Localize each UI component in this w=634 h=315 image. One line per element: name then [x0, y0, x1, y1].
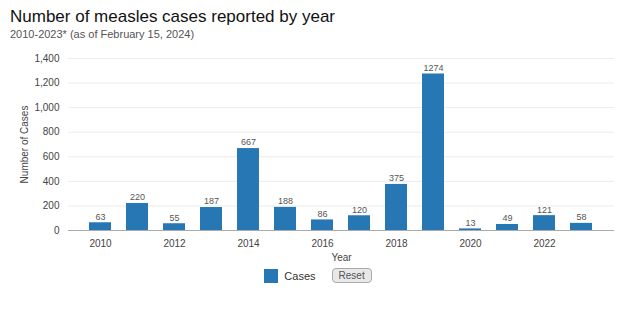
svg-text:2020: 2020 [459, 238, 482, 249]
svg-text:2010: 2010 [89, 238, 112, 249]
svg-text:55: 55 [169, 213, 179, 223]
svg-text:200: 200 [43, 200, 60, 211]
svg-text:2018: 2018 [385, 238, 408, 249]
svg-text:63: 63 [95, 212, 105, 222]
svg-text:58: 58 [576, 212, 586, 222]
svg-text:13: 13 [465, 218, 475, 228]
svg-text:0: 0 [54, 225, 60, 236]
svg-text:1,400: 1,400 [34, 53, 59, 64]
svg-text:2022: 2022 [533, 238, 556, 249]
svg-text:1,000: 1,000 [34, 102, 59, 113]
svg-text:2016: 2016 [311, 238, 334, 249]
svg-text:Number of Cases: Number of Cases [19, 106, 30, 184]
svg-text:120: 120 [352, 205, 367, 215]
svg-text:400: 400 [43, 176, 60, 187]
svg-text:Year: Year [331, 252, 352, 263]
html-text:2010-2023* (as of February 15,: 2010-2023* (as of February 15, 2024) [10, 28, 195, 40]
svg-text:800: 800 [43, 126, 60, 137]
html-text:Number of measles cases report: Number of measles cases reported by year [10, 7, 335, 26]
svg-text:1,200: 1,200 [34, 77, 59, 88]
svg-text:220: 220 [130, 192, 145, 202]
svg-text:600: 600 [43, 151, 60, 162]
svg-text:187: 187 [204, 196, 219, 206]
svg-text:188: 188 [278, 196, 293, 206]
svg-text:121: 121 [537, 205, 552, 215]
svg-text:2012: 2012 [163, 238, 186, 249]
svg-text:49: 49 [502, 213, 512, 223]
svg-text:2014: 2014 [237, 238, 260, 249]
svg-text:1274: 1274 [423, 63, 443, 73]
html-text:Cases: Cases [284, 269, 316, 282]
svg-text:667: 667 [241, 137, 256, 147]
svg-text:86: 86 [317, 209, 327, 219]
html-text:Reset: Reset [338, 270, 365, 281]
svg-text:375: 375 [389, 173, 404, 183]
